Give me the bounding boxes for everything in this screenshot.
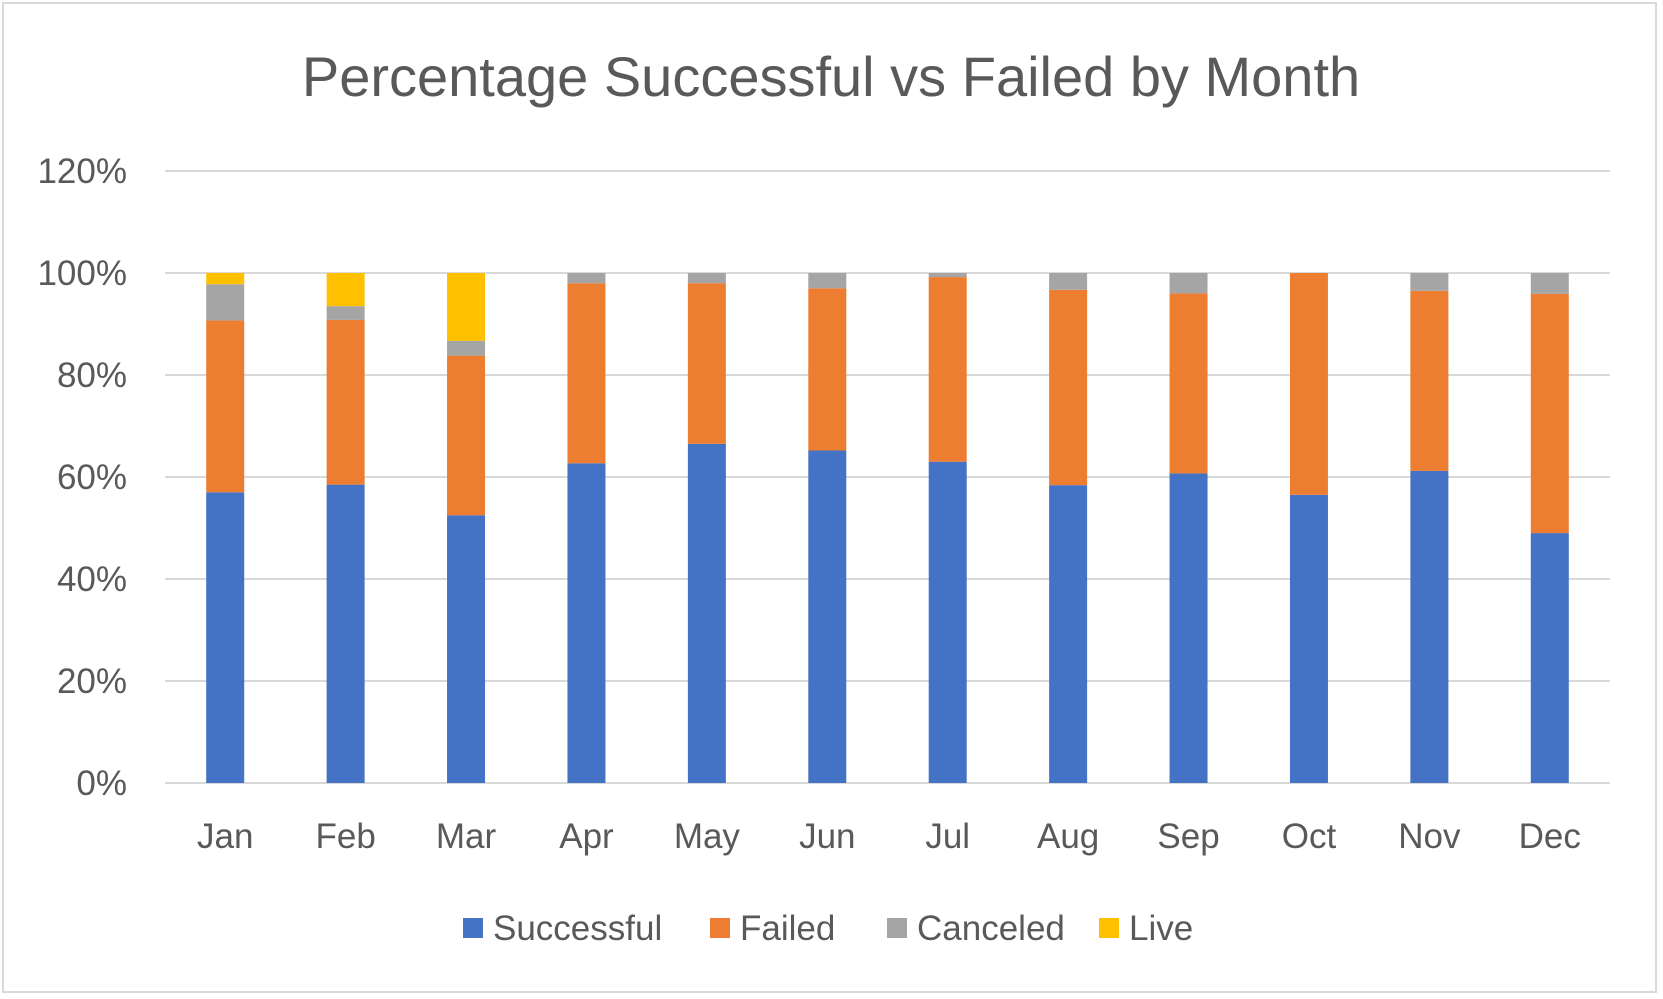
bar-failed-apr [567, 283, 606, 464]
legend-label-successful: Successful [493, 909, 662, 948]
chart-title: Percentage Successful vs Failed by Month [302, 45, 1360, 108]
x-tick-label: Oct [1282, 817, 1337, 856]
legend-swatch-failed [710, 918, 730, 938]
bar-failed-jul [928, 277, 967, 462]
legend-label-canceled: Canceled [917, 909, 1065, 948]
y-tick-label: 80% [57, 356, 127, 395]
bar-successful-may [687, 443, 726, 783]
bar-failed-jun [808, 288, 847, 451]
y-tick-label: 0% [76, 764, 127, 803]
y-tick-label: 20% [57, 662, 127, 701]
bar-live-feb [326, 273, 365, 307]
bar-canceled-feb [326, 306, 365, 320]
x-tick-label: Apr [559, 817, 614, 856]
bar-successful-sep [1169, 473, 1208, 783]
x-tick-label: Mar [436, 817, 497, 856]
bar-canceled-may [687, 273, 726, 284]
x-tick-label: Aug [1037, 817, 1099, 856]
bars [206, 273, 1569, 783]
bar-canceled-jun [808, 273, 847, 289]
bar-successful-jun [808, 450, 847, 783]
bar-canceled-jan [206, 284, 245, 321]
bar-successful-nov [1410, 470, 1449, 783]
legend-label-failed: Failed [740, 909, 835, 948]
bar-successful-jul [928, 461, 967, 783]
bar-failed-may [687, 283, 726, 444]
bar-live-jan [206, 273, 245, 285]
legend-swatch-live [1099, 918, 1119, 938]
y-tick-label: 40% [57, 560, 127, 599]
bar-failed-sep [1169, 293, 1208, 474]
bar-failed-mar [447, 355, 486, 516]
bar-canceled-apr [567, 273, 606, 284]
bar-live-mar [447, 273, 486, 341]
legend-swatch-successful [463, 918, 483, 938]
legend: Successful Failed Canceled Live [463, 909, 1193, 948]
y-tick-label: 100% [37, 254, 127, 293]
legend-swatch-canceled [887, 918, 907, 938]
x-tick-label: Feb [315, 817, 375, 856]
bar-successful-mar [447, 515, 486, 783]
legend-label-live: Live [1129, 909, 1193, 948]
x-tick-label: Jul [925, 817, 970, 856]
bar-failed-nov [1410, 290, 1449, 471]
bar-successful-dec [1530, 533, 1569, 783]
x-tick-label: Jan [197, 817, 253, 856]
bar-successful-feb [326, 484, 365, 783]
bar-successful-oct [1289, 494, 1328, 783]
x-tick-label: Jun [799, 817, 855, 856]
x-tick-label: Dec [1519, 817, 1581, 856]
x-tick-label: May [674, 817, 741, 856]
bar-failed-feb [326, 319, 365, 485]
bar-successful-jan [206, 492, 245, 783]
bar-successful-aug [1049, 485, 1088, 783]
y-tick-label: 60% [57, 458, 127, 497]
bar-canceled-jul [928, 273, 967, 278]
gridlines [165, 170, 1610, 784]
bar-failed-dec [1530, 293, 1569, 534]
bar-failed-aug [1049, 289, 1088, 486]
bar-canceled-mar [447, 340, 486, 356]
bar-canceled-dec [1530, 273, 1569, 294]
bar-successful-apr [567, 463, 606, 783]
bar-canceled-aug [1049, 273, 1088, 290]
x-tick-label: Sep [1157, 817, 1219, 856]
bar-failed-oct [1289, 273, 1328, 495]
bar-canceled-sep [1169, 273, 1208, 294]
y-tick-label: 120% [37, 152, 127, 191]
x-tick-label: Nov [1398, 817, 1461, 856]
bar-canceled-nov [1410, 273, 1449, 291]
bar-failed-jan [206, 320, 245, 493]
y-axis-tick-labels: 0% 20% 40% 60% 80% 100% 120% [37, 152, 127, 803]
x-axis-tick-labels: Jan Feb Mar Apr May Jun Jul Aug Sep Oct Nov Dec [197, 817, 1581, 856]
